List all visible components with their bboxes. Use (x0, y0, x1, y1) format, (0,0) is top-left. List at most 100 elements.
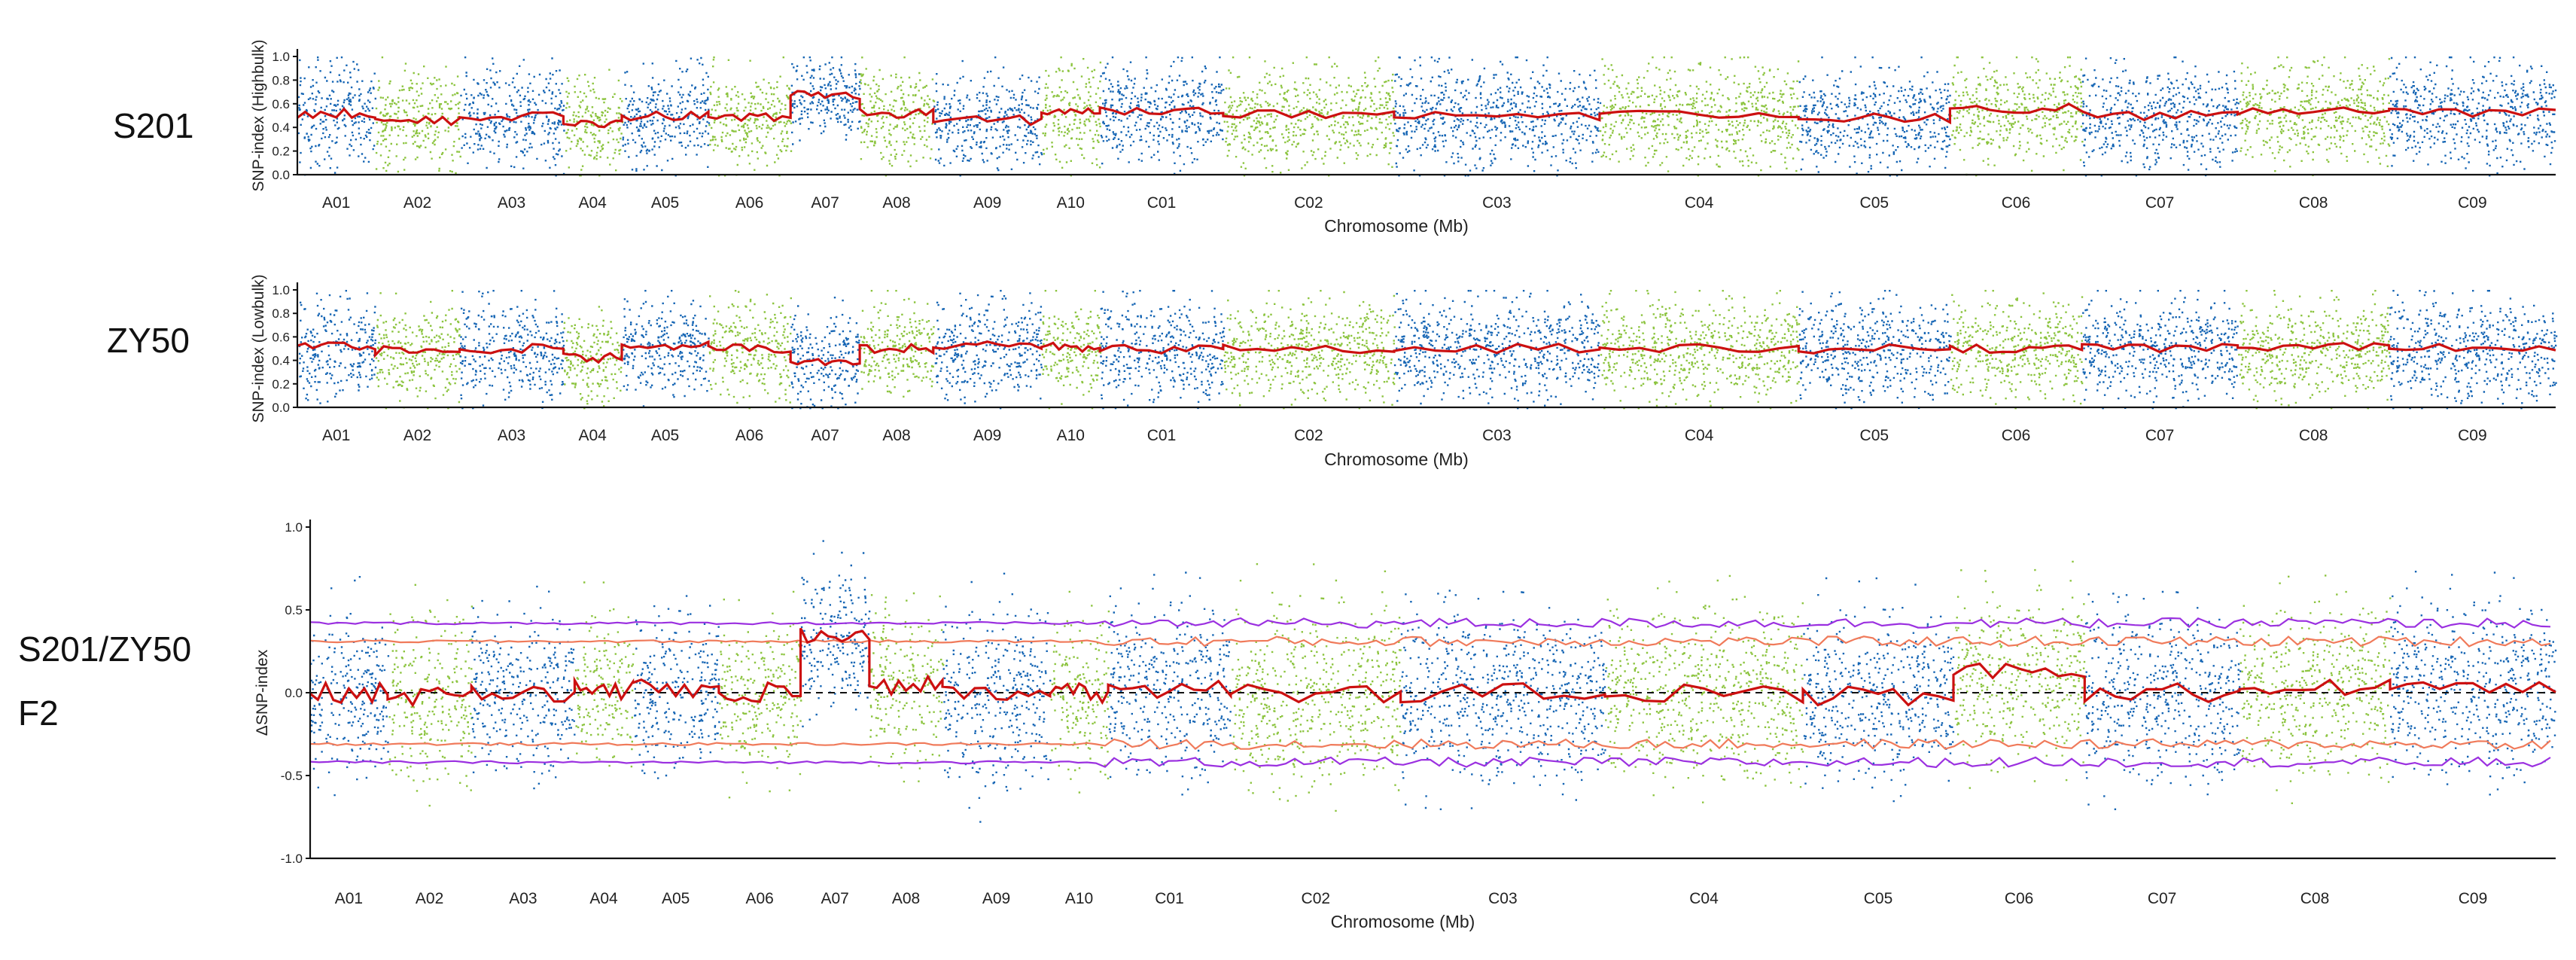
chromosome-label-c08: C08 (2299, 427, 2328, 444)
y-tick-label: 0.5 (285, 603, 303, 617)
y-tick-label: 0.0 (272, 401, 290, 415)
chromosome-points-c05 (1798, 56, 1951, 177)
chromosome-points-c03 (1393, 290, 1600, 410)
chromosome-label-c03: C03 (1482, 194, 1512, 212)
chromosome-points-a07 (790, 56, 861, 145)
chromosome-label-a08: A08 (892, 890, 920, 907)
chromosome-label-c04: C04 (1685, 427, 1714, 444)
chromosome-points-a02 (375, 56, 461, 175)
panel-delta: A01 A02 A03 A04 A05 A06 A07 A08 A09 A10 C01 C02 C03 C… (254, 520, 2557, 931)
chromosome-label-a02: A02 (416, 890, 443, 907)
chromosome-label-a01: A01 (322, 427, 350, 444)
chromosome-points-c09 (2389, 56, 2557, 177)
y-tick-label: 0.2 (272, 145, 290, 159)
side-label-s201: S201 (113, 106, 194, 145)
chromosome-label-c05: C05 (1864, 890, 1893, 907)
chromosome-label-c07: C07 (2148, 890, 2177, 907)
chromosome-label-c09: C09 (2459, 890, 2488, 907)
y-tick-label: 0.6 (272, 330, 290, 344)
chromosome-label-c03: C03 (1488, 890, 1518, 907)
chromosome-points-c07 (2084, 590, 2242, 810)
y-tick-label: -0.5 (281, 769, 303, 783)
chromosome-points-a08 (860, 290, 935, 398)
chromosome-label-c08: C08 (2299, 194, 2328, 212)
y-tick-label: 0.4 (272, 120, 290, 135)
chromosome-points-a10 (1041, 290, 1102, 410)
chromosome-label-a09: A09 (973, 427, 1001, 444)
chromosome-points-a03 (471, 585, 576, 790)
y-tick-label: -1.0 (281, 852, 303, 866)
chromosome-label-a01: A01 (335, 890, 363, 907)
chromosome-label-c08: C08 (2300, 890, 2330, 907)
y-tick-label: 1.0 (285, 520, 303, 535)
chromosome-label-a05: A05 (662, 890, 690, 907)
scatter-points (298, 290, 2558, 410)
chromosome-points-c01 (1100, 56, 1225, 175)
side-label-zy50: ZY50 (107, 321, 190, 360)
chromosome-label-c01: C01 (1155, 890, 1184, 907)
chromosome-label-c06: C06 (2005, 890, 2034, 907)
threshold-99-upper (309, 617, 2551, 629)
chromosome-points-c07 (2082, 290, 2239, 410)
chromosome-points-a06 (708, 56, 793, 177)
chromosome-points-c05 (1803, 577, 1955, 803)
threshold-95-lower (309, 738, 2551, 751)
side-label-f2: F2 (18, 693, 59, 733)
chromosome-label-a02: A02 (403, 427, 431, 444)
chromosome-label-c07: C07 (2145, 194, 2175, 212)
trend-line (309, 627, 2556, 708)
chromosome-points-c04 (1600, 290, 1801, 410)
chromosome-points-a10 (1042, 56, 1102, 177)
y-tick-label: 1.0 (272, 50, 290, 64)
chromosome-label-a03: A03 (498, 194, 525, 212)
chromosome-label-a04: A04 (589, 890, 618, 907)
chromosome-label-c01: C01 (1147, 427, 1177, 444)
y-tick-label: 0.8 (272, 306, 290, 321)
chromosome-label-c01: C01 (1147, 194, 1177, 212)
y-tick-label: 0.0 (285, 686, 303, 700)
chromosome-label-c04: C04 (1689, 890, 1719, 907)
trend-line (297, 340, 2556, 367)
chromosome-label-c02: C02 (1294, 194, 1323, 212)
chromosome-label-c04: C04 (1685, 194, 1714, 212)
chromosome-label-a02: A02 (403, 194, 431, 212)
x-axis-title: Chromosome (Mb) (1331, 912, 1475, 931)
y-tick-label: 0.4 (272, 354, 290, 368)
chromosome-points-c08 (2238, 290, 2391, 410)
chromosome-points-a08 (860, 56, 936, 177)
chromosome-points-c08 (2239, 56, 2391, 176)
chromosome-label-a10: A10 (1057, 194, 1085, 212)
chromosome-label-a03: A03 (498, 427, 525, 444)
chromosome-label-a01: A01 (322, 194, 350, 212)
chromosome-label-a05: A05 (651, 427, 679, 444)
chromosome-points-c09 (2389, 290, 2558, 410)
scatter-points (310, 540, 2557, 823)
chromosome-label-a05: A05 (651, 194, 679, 212)
y-tick-label: 0.8 (272, 73, 290, 87)
y-axis-title: ΔSNP-index (254, 649, 271, 736)
chromosome-label-a09: A09 (973, 194, 1001, 212)
chromosome-points-c02 (1223, 56, 1396, 177)
chromosome-label-a03: A03 (509, 890, 537, 907)
chromosome-points-c05 (1798, 290, 1952, 410)
chromosome-points-a07 (800, 540, 871, 727)
chromosome-label-a10: A10 (1057, 427, 1085, 444)
x-axis-title: Chromosome (Mb) (1324, 450, 1469, 469)
chromosome-points-c07 (2081, 56, 2240, 177)
chromosome-points-a02 (375, 290, 461, 410)
chromosome-label-a04: A04 (579, 427, 607, 444)
chromosome-label-a04: A04 (579, 194, 607, 212)
chromosome-label-a06: A06 (735, 427, 763, 444)
chromosome-label-a07: A07 (821, 890, 849, 907)
chromosome-label-c06: C06 (2002, 427, 2031, 444)
chromosome-label-c07: C07 (2145, 427, 2175, 444)
chromosome-points-a01 (310, 576, 390, 797)
y-tick-label: 0.2 (272, 377, 290, 392)
y-tick-label: 0.0 (272, 168, 290, 182)
y-tick-label: 1.0 (272, 283, 290, 297)
chromosome-label-a07: A07 (811, 427, 839, 444)
chromosome-points-c01 (1100, 290, 1226, 410)
x-axis-title: Chromosome (Mb) (1324, 216, 1469, 236)
threshold-99-lower (309, 756, 2551, 769)
